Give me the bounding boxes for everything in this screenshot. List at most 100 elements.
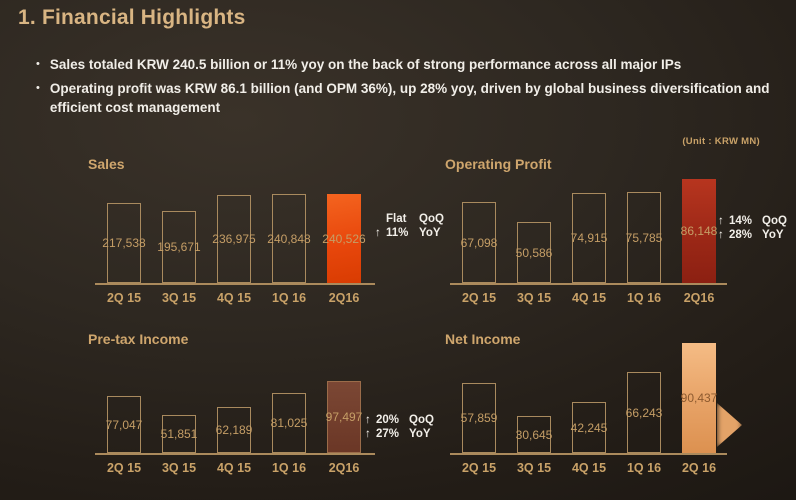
- x-tick-label: 2Q 15: [461, 461, 497, 475]
- bar-2q15: 57,859: [460, 383, 498, 453]
- x-axis-labels: 2Q 15 3Q 15 4Q 15 1Q 16 2Q 16: [462, 461, 716, 477]
- bar-value-label: 75,785: [625, 230, 663, 245]
- bars: 67,098 50,586 74,915 75,785 86,148: [460, 171, 718, 283]
- qoq-yoy-annotation: Flat QoQ ↑ 11% YoY: [375, 212, 444, 240]
- x-tick-label: 2Q 15: [461, 291, 497, 305]
- up-arrow-icon: [375, 212, 386, 226]
- bullet-text: Operating profit was KRW 86.1 billion (a…: [49, 81, 770, 115]
- bar-2q15: 67,098: [460, 202, 498, 283]
- bar-2q16: 240,526: [322, 194, 366, 283]
- bar-2q15: 217,538: [102, 203, 146, 283]
- x-tick-label: 3Q 15: [161, 461, 197, 475]
- bar-3q15: 195,671: [157, 211, 201, 283]
- bar-value-label: 74,915: [570, 231, 608, 245]
- page-title: 1. Financial Highlights: [18, 6, 246, 29]
- x-axis-labels: 2Q 15 3Q 15 4Q 15 1Q 16 2Q16: [107, 461, 361, 477]
- x-tick-label: 4Q 15: [216, 461, 252, 475]
- bar-value-label: 240,526: [322, 231, 366, 246]
- bullet-list: • Sales totaled KRW 240.5 billion or 11%…: [36, 55, 770, 122]
- up-arrow-icon: ↑: [365, 414, 371, 426]
- bar-3q15: 51,851: [160, 415, 198, 453]
- x-tick-label: 2Q 15: [106, 291, 142, 305]
- bar-value-label: 236,975: [212, 232, 256, 246]
- x-tick-label: 2Q16: [328, 291, 360, 305]
- bar-value-label: 57,859: [460, 411, 498, 425]
- pretax-income-chart: Pre-tax Income 77,047 51,851 62,189 81,025 9…: [60, 325, 440, 497]
- plot-area: 67,098 50,586 74,915 75,785 86,148: [450, 171, 727, 285]
- x-tick-label: 2Q 16: [681, 461, 717, 475]
- bar-value-label: 50,586: [515, 245, 553, 260]
- bar-2q15: 77,047: [105, 396, 143, 453]
- x-tick-label: 3Q 15: [161, 291, 197, 305]
- x-tick-label: 1Q 16: [626, 291, 662, 305]
- qoq-yoy-annotation: ↑ 20% QoQ ↑ 27% YoY: [365, 413, 434, 441]
- x-tick-label: 1Q 16: [626, 461, 662, 475]
- bar-2q16: 97,497: [326, 381, 362, 453]
- bar-value-label: 217,538: [102, 236, 146, 250]
- bars: 77,047 51,851 62,189 81,025 97,497: [105, 341, 362, 453]
- bar-4q15: 74,915: [570, 193, 608, 283]
- x-tick-label: 4Q 15: [571, 461, 607, 475]
- operating-profit-chart: Operating Profit 67,098 50,586 74,915 75,78…: [425, 150, 796, 322]
- bar-value-label: 42,245: [570, 420, 608, 435]
- chart-title: Sales: [88, 156, 125, 172]
- bar-value-label: 81,025: [270, 416, 308, 430]
- x-tick-label: 4Q 15: [216, 291, 252, 305]
- bullet-text: Sales totaled KRW 240.5 billion or 11% y…: [49, 57, 682, 72]
- plot-area: 217,538 195,671 236,975 240,848 240,526: [95, 171, 375, 285]
- x-tick-label: 3Q 15: [516, 291, 552, 305]
- bar-1q16: 81,025: [270, 393, 308, 453]
- qoq-yoy-annotation: ↑ 14% QoQ ↑ 28% YoY: [718, 214, 787, 242]
- annotation-line: ↑ 20% QoQ: [365, 414, 434, 426]
- bar-value-label: 51,851: [160, 427, 198, 441]
- plot-area: 57,859 30,645 42,245 66,243 90,437: [450, 341, 727, 455]
- up-arrow-icon: ↑: [718, 229, 724, 241]
- bar-4q15: 42,245: [570, 402, 608, 453]
- bar-3q15: 30,645: [515, 416, 553, 453]
- x-tick-label: 2Q 15: [106, 461, 142, 475]
- bar-value-label: 62,189: [215, 423, 253, 437]
- x-tick-label: 2Q16: [328, 461, 360, 475]
- bar-2q16: 86,148: [680, 179, 718, 283]
- bar-3q15: 50,586: [515, 222, 553, 283]
- bars: 217,538 195,671 236,975 240,848 240,526: [102, 171, 366, 283]
- up-arrow-icon: ↑: [375, 227, 381, 239]
- sales-chart: Sales 217,538 195,671 236,975 240,848 240,52…: [60, 150, 444, 322]
- bar-value-label: 195,671: [157, 240, 201, 254]
- chart-title: Net Income: [445, 331, 521, 347]
- bars: 57,859 30,645 42,245 66,243 90,437: [460, 341, 718, 453]
- bar-1q16: 75,785: [625, 192, 663, 283]
- x-axis-labels: 2Q 15 3Q 15 4Q 15 1Q 16 2Q16: [107, 291, 361, 307]
- bar-value-label: 86,148: [680, 224, 718, 238]
- annotation-line: Flat QoQ: [375, 212, 444, 226]
- bar-value-label: 30,645: [515, 427, 553, 442]
- x-tick-label: 3Q 15: [516, 461, 552, 475]
- bar-value-label: 67,098: [460, 235, 498, 250]
- annotation-line: ↑ 27% YoY: [365, 428, 431, 440]
- bullet-item: • Operating profit was KRW 86.1 billion …: [36, 79, 770, 117]
- unit-label: (Unit : KRW MN): [682, 136, 760, 147]
- bar-value-label: 77,047: [105, 417, 143, 432]
- up-arrow-icon: ↑: [365, 428, 371, 440]
- annotation-line: ↑ 11% YoY: [375, 227, 441, 239]
- bar-1q16: 66,243: [625, 372, 663, 453]
- bar-value-label: 240,848: [267, 231, 311, 246]
- bullet-item: • Sales totaled KRW 240.5 billion or 11%…: [36, 55, 770, 74]
- annotation-line: ↑ 28% YoY: [718, 229, 784, 241]
- chart-title: Operating Profit: [445, 156, 552, 172]
- bar-value-label: 66,243: [625, 405, 663, 420]
- plot-area: 77,047 51,851 62,189 81,025 97,497: [95, 341, 375, 455]
- annotation-line: ↑ 14% QoQ: [718, 215, 787, 227]
- up-arrow-icon: ↑: [718, 215, 724, 227]
- bar-2q16: 90,437: [680, 343, 718, 453]
- x-tick-label: 1Q 16: [271, 291, 307, 305]
- chart-title: Pre-tax Income: [88, 331, 189, 347]
- bar-value-label: 90,437: [680, 391, 718, 405]
- bar-1q16: 240,848: [267, 194, 311, 283]
- bullet-dot-icon: •: [36, 82, 40, 94]
- x-tick-label: 2Q16: [683, 291, 715, 305]
- x-tick-label: 1Q 16: [271, 461, 307, 475]
- bar-4q15: 236,975: [212, 195, 256, 283]
- bullet-dot-icon: •: [36, 58, 40, 70]
